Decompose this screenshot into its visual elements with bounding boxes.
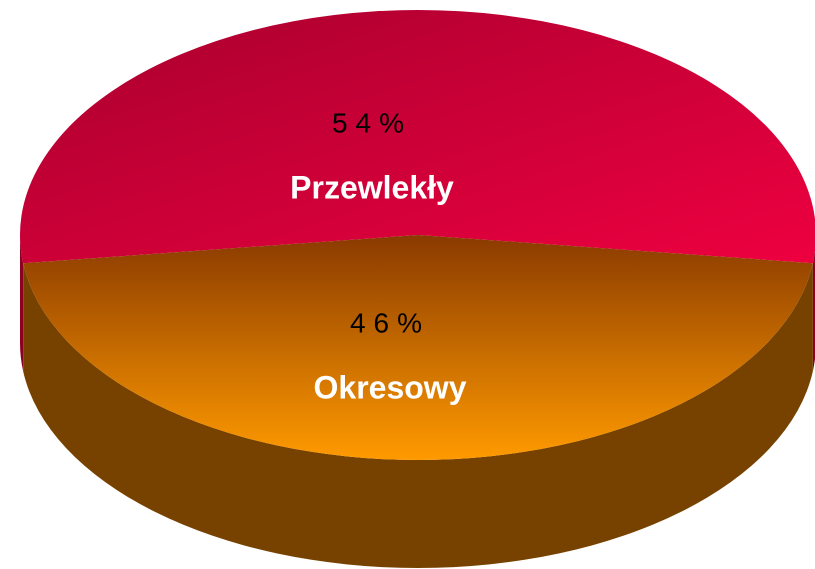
slice: [23, 235, 813, 460]
slice-side: [812, 250, 815, 372]
slice: [20, 10, 815, 264]
value-label: 54%: [332, 107, 412, 138]
slice-side: [23, 263, 813, 568]
slice-label: Przewlekły: [290, 169, 454, 205]
value-label: 46%: [350, 307, 430, 338]
slice-side: [20, 235, 24, 372]
slice-label: Okresowy: [314, 369, 467, 405]
